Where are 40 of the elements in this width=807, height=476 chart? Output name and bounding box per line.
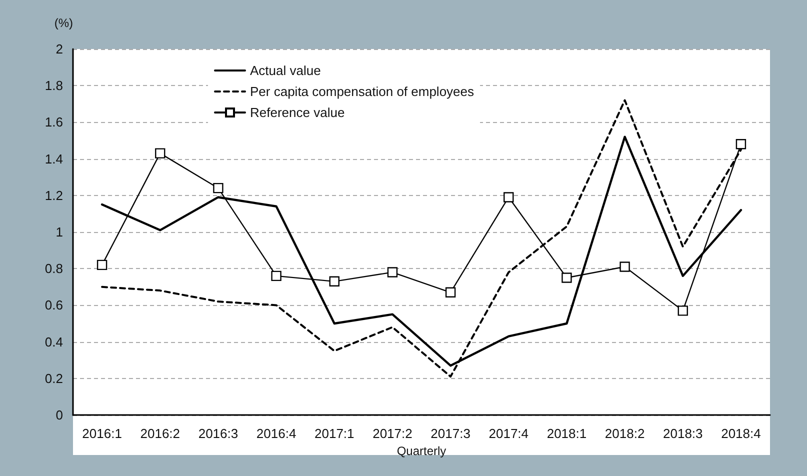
y-tick-label: 0.6 xyxy=(44,298,63,313)
y-tick-label: 0.8 xyxy=(44,261,63,276)
point xyxy=(736,139,746,150)
x-tick-label: 2016:4 xyxy=(256,426,296,441)
y-axis-title: (%) xyxy=(54,16,73,30)
point xyxy=(213,182,224,194)
point xyxy=(678,306,688,316)
x-tick-label: 2017:1 xyxy=(314,426,354,441)
y-tick-label: 1.4 xyxy=(44,151,63,166)
point xyxy=(620,262,630,272)
y-tick-label: 0.2 xyxy=(44,370,63,386)
point xyxy=(155,148,166,158)
x-tick-label: 2017:4 xyxy=(488,426,529,441)
point xyxy=(562,272,572,283)
x-tick-label: 2018:3 xyxy=(662,426,703,441)
point xyxy=(329,276,340,287)
y-tick-label: 1.2 xyxy=(44,188,63,203)
x-tick-label: 2016:3 xyxy=(198,426,238,441)
y-tick-label: 1.6 xyxy=(44,114,63,130)
point xyxy=(445,287,456,298)
legend-label: Per capita compensation of employees xyxy=(250,84,475,99)
y-tick-label: 2 xyxy=(56,42,63,56)
y-tick-label: 0.4 xyxy=(44,334,63,350)
y-tick-label: 1 xyxy=(56,224,63,240)
point xyxy=(387,267,398,278)
x-tick-label: 2017:2 xyxy=(372,426,412,441)
point xyxy=(96,260,108,270)
x-tick-label: 2018:1 xyxy=(546,426,587,441)
point xyxy=(271,270,282,282)
legend-label: Reference value xyxy=(250,105,345,120)
legend-label: Actual value xyxy=(250,63,321,78)
x-axis-title: Quarterly xyxy=(396,444,446,458)
x-tick-label: 2018:2 xyxy=(604,426,645,441)
x-tick-label: 2016:1 xyxy=(82,426,122,441)
x-tick-label: 2017:3 xyxy=(430,426,470,441)
point xyxy=(504,192,514,202)
x-tick-label: 2018:4 xyxy=(721,426,761,441)
x-tick-label: 2016:2 xyxy=(140,426,180,441)
y-tick-label: 0 xyxy=(56,408,63,422)
y-tick-label: 1.8 xyxy=(44,78,63,94)
